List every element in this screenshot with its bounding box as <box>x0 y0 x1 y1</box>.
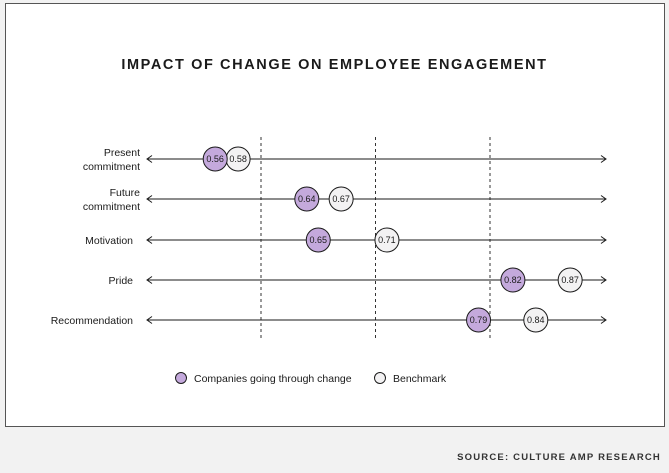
right-arrow-icon <box>600 276 607 284</box>
right-arrow-icon <box>600 195 607 203</box>
change-point <box>500 267 526 293</box>
benchmark-value-label: 0.87 <box>561 275 579 285</box>
legend-change-label: Companies going through change <box>194 373 352 385</box>
benchmark-value-label: 0.84 <box>527 315 545 325</box>
benchmark-value-label: 0.58 <box>229 154 247 164</box>
legend-benchmark-label: Benchmark <box>393 373 447 385</box>
benchmark-point <box>557 267 583 293</box>
left-arrow-icon <box>146 316 153 324</box>
row-label: Recommendation <box>51 315 133 327</box>
benchmark-value-label: 0.71 <box>378 235 396 245</box>
change-value-label: 0.64 <box>298 194 316 204</box>
change-point <box>294 186 320 212</box>
chart-card <box>5 3 665 427</box>
row-label: Future <box>110 187 141 199</box>
left-arrow-icon <box>146 276 153 284</box>
row-label: Pride <box>108 275 133 287</box>
left-arrow-icon <box>146 155 153 163</box>
benchmark-point <box>328 186 354 212</box>
change-point <box>466 307 492 333</box>
change-value-label: 0.79 <box>470 315 488 325</box>
right-arrow-icon <box>600 236 607 244</box>
change-value-label: 0.65 <box>309 235 327 245</box>
source-note: SOURCE: CULTURE AMP RESEARCH <box>457 452 661 463</box>
right-arrow-icon <box>600 155 607 163</box>
change-value-label: 0.56 <box>206 154 224 164</box>
benchmark-point <box>374 227 400 253</box>
benchmark-value-label: 0.67 <box>332 194 350 204</box>
row-label: Motivation <box>85 235 133 247</box>
left-arrow-icon <box>146 195 153 203</box>
benchmark-point <box>523 307 549 333</box>
chart-title: IMPACT OF CHANGE ON EMPLOYEE ENGAGEMENT <box>121 57 548 73</box>
change-value-label: 0.82 <box>504 275 522 285</box>
change-point <box>202 146 228 172</box>
left-arrow-icon <box>146 236 153 244</box>
row-label: Present <box>104 147 140 159</box>
change-point <box>305 227 331 253</box>
row-label: commitment <box>83 161 140 173</box>
row-label: commitment <box>83 201 140 213</box>
legend-benchmark-swatch <box>374 372 386 384</box>
legend-change-swatch <box>175 372 187 384</box>
right-arrow-icon <box>600 316 607 324</box>
